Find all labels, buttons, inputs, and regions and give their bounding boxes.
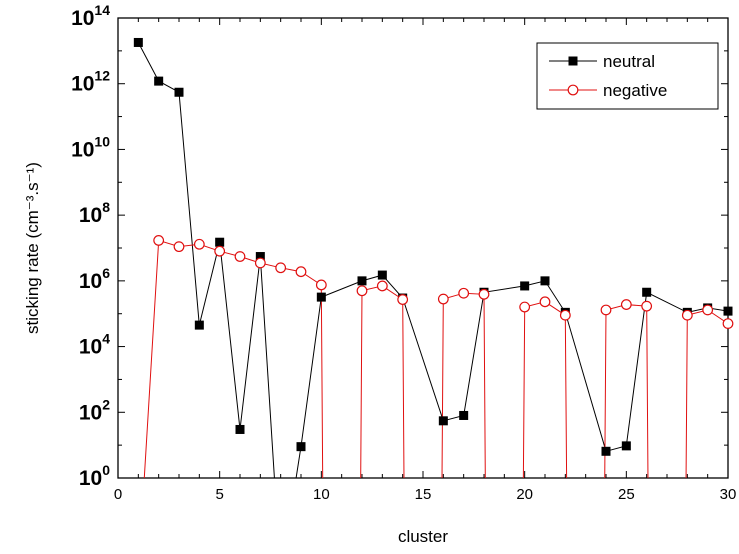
data-point-negative xyxy=(559,309,571,321)
x-tick-label: 0 xyxy=(114,486,122,503)
data-point-neutral xyxy=(316,292,326,302)
data-point-neutral xyxy=(377,270,387,280)
x-tick-label: 15 xyxy=(415,486,432,503)
y-tick-label: 102 xyxy=(79,396,110,424)
data-point-neutral xyxy=(601,446,611,456)
data-point-negative xyxy=(519,301,531,313)
data-point-negative xyxy=(356,285,368,297)
data-point-neutral xyxy=(357,276,367,286)
data-point-negative xyxy=(234,251,246,262)
x-axis-title: cluster xyxy=(398,527,448,546)
data-point-negative xyxy=(458,287,470,299)
data-point-neutral xyxy=(540,276,550,286)
plot-area xyxy=(137,42,728,478)
data-point-negative xyxy=(600,304,612,316)
legend-marker-neutral xyxy=(568,56,578,66)
data-point-negative xyxy=(173,241,185,253)
data-point-neutral xyxy=(520,281,530,291)
marker-layer xyxy=(133,37,734,456)
series-line-negative xyxy=(143,239,728,478)
data-point-negative xyxy=(295,266,307,278)
data-point-negative xyxy=(478,288,490,300)
data-point-negative xyxy=(437,293,449,305)
data-point-negative xyxy=(620,299,632,310)
data-point-neutral xyxy=(438,416,448,426)
data-point-negative xyxy=(193,238,205,250)
data-point-negative xyxy=(214,245,226,257)
x-tick-label: 10 xyxy=(313,486,330,503)
x-tick-label: 25 xyxy=(618,486,635,503)
y-axis-title: sticking rate (cm⁻³.s⁻¹) xyxy=(23,162,42,334)
data-point-neutral xyxy=(174,87,184,97)
x-tick-label: 5 xyxy=(215,486,223,503)
data-point-neutral xyxy=(133,37,143,47)
y-tick-label: 1010 xyxy=(71,133,110,161)
series-line-neutral xyxy=(137,42,728,478)
data-point-negative xyxy=(722,318,734,330)
data-point-negative xyxy=(254,257,266,269)
y-tick-label: 108 xyxy=(79,199,110,227)
y-tick-label: 104 xyxy=(79,331,110,359)
data-point-neutral xyxy=(621,441,631,451)
y-tick-label: 1014 xyxy=(71,2,110,30)
data-point-negative xyxy=(397,294,409,305)
data-point-neutral xyxy=(235,424,245,434)
y-tick-label: 106 xyxy=(79,265,110,293)
data-point-negative xyxy=(376,280,388,292)
data-point-neutral xyxy=(154,76,164,86)
x-tick-label: 20 xyxy=(516,486,533,503)
data-point-negative xyxy=(681,309,693,321)
legend-label-neutral: neutral xyxy=(603,52,655,71)
data-point-neutral xyxy=(723,306,733,316)
y-tick-label: 1012 xyxy=(71,68,110,96)
data-point-neutral xyxy=(296,442,306,452)
tick-labels: 0 5 10 15 20 25 30 100 102 104 106 108 1010 1012 1014 xyxy=(71,2,736,503)
data-point-negative xyxy=(315,279,327,291)
data-point-negative xyxy=(539,296,551,308)
legend-label-negative: negative xyxy=(603,81,667,100)
data-point-neutral xyxy=(194,320,204,330)
data-point-neutral xyxy=(459,410,469,420)
data-point-negative xyxy=(641,300,653,312)
data-point-negative xyxy=(702,304,714,316)
legend-box xyxy=(536,42,719,110)
data-point-negative xyxy=(275,262,287,274)
data-point-neutral xyxy=(255,252,265,262)
data-point-neutral xyxy=(215,237,225,247)
y-tick-label: 100 xyxy=(79,462,110,490)
data-point-neutral xyxy=(642,287,652,297)
legend: neutral negative xyxy=(536,42,719,110)
x-tick-label: 30 xyxy=(720,486,737,503)
data-point-negative xyxy=(153,235,165,246)
legend-marker-negative xyxy=(567,84,579,96)
